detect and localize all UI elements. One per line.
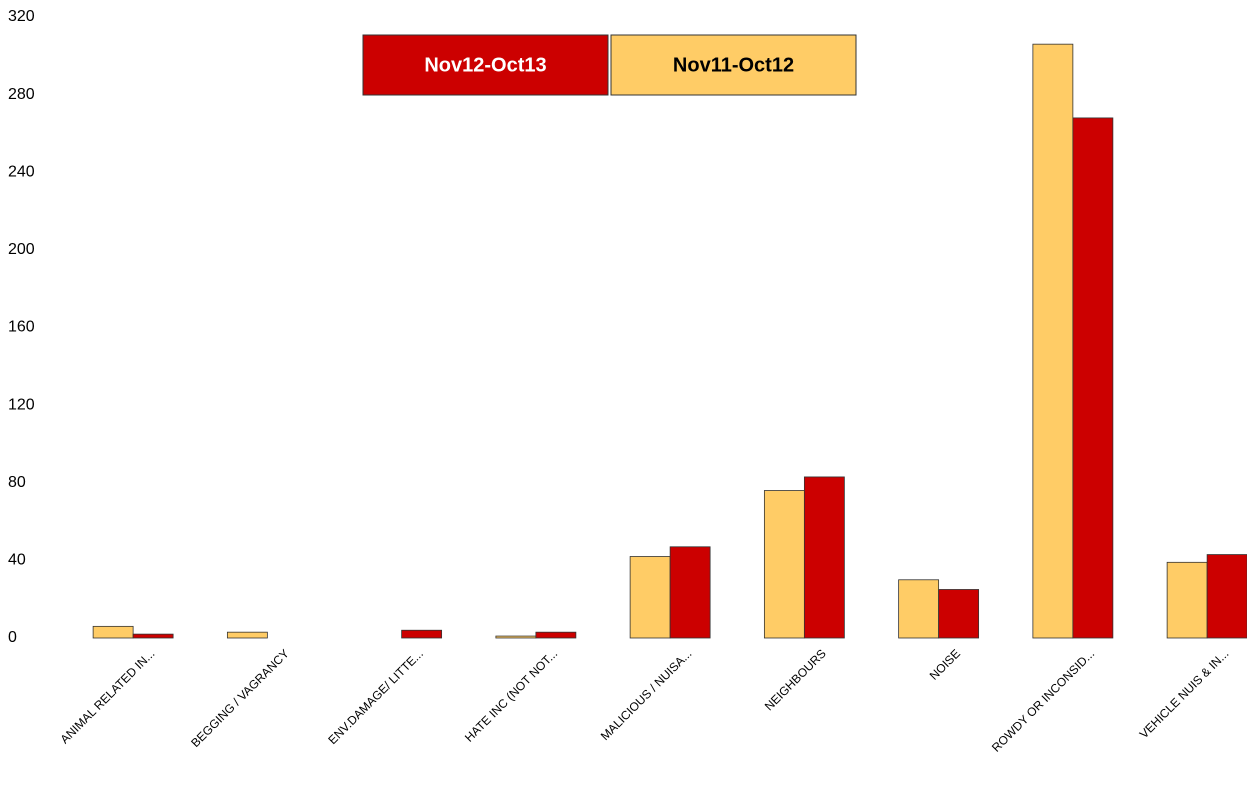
bar [401,629,443,639]
y-tick-label: 80 [8,474,26,491]
y-tick-label: 0 [8,629,17,646]
bar [92,625,134,639]
bar [629,556,671,639]
y-tick-label: 280 [8,86,35,103]
y-tick-label: 40 [8,552,26,569]
bar [1206,554,1247,639]
y-tick-label: 320 [8,8,35,25]
bar [669,546,711,639]
bar [226,631,268,639]
x-tick-label: HATE INC (NOT NOT... [462,646,560,744]
bar [1166,561,1208,639]
legend-swatch [610,34,857,96]
bar [132,633,174,639]
x-tick-label: ROWDY OR INCONSID... [989,646,1097,754]
legend-label: Nov12-Oct13 [424,54,546,76]
y-tick-label: 240 [8,163,35,180]
x-tick-label: ENV.DAMAGE/ LITTE... [325,646,426,747]
x-tick-label: NOISE [927,646,963,682]
bar [1032,43,1074,639]
y-tick-label: 200 [8,241,35,258]
bar [898,579,940,639]
y-tick-label: 160 [8,319,35,336]
x-tick-label: NEIGHBOURS [762,646,829,713]
bar [803,476,845,639]
x-tick-label: MALICIOUS / NUISA... [598,646,695,743]
bar [938,589,980,639]
legend-label: Nov11-Oct12 [673,54,794,76]
x-tick-label: ANIMAL RELATED IN... [58,646,158,746]
y-tick-label: 120 [8,396,35,413]
bar [495,635,537,639]
bar [1072,117,1114,639]
x-tick-label: VEHICLE NUIS & IN... [1137,646,1232,741]
bar [763,490,805,639]
x-tick-label: BEGGING / VAGRANCY [188,646,292,750]
bar [535,631,577,639]
legend-swatch [362,34,609,96]
